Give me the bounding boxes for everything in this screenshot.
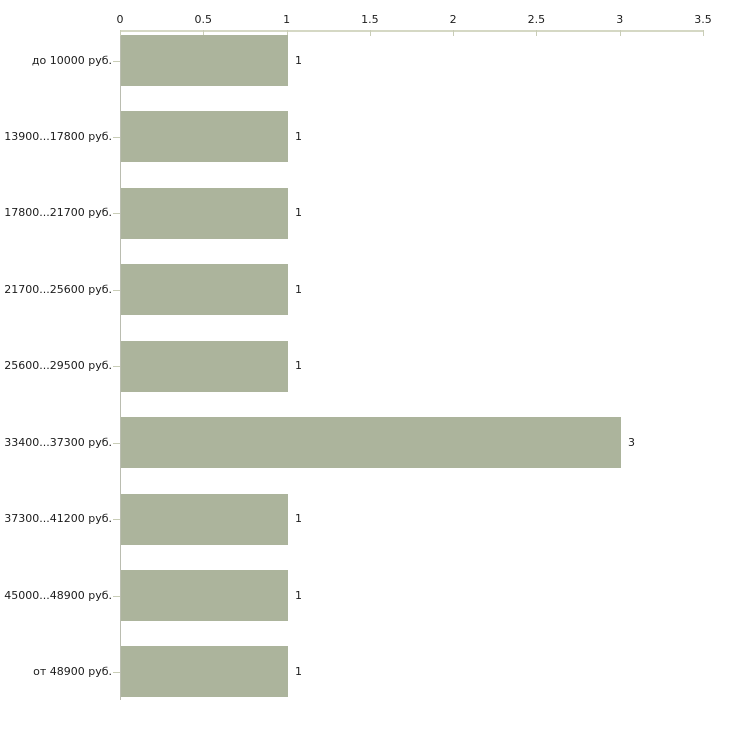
x-tick-mark bbox=[369, 30, 371, 36]
x-tick-mark bbox=[120, 30, 121, 36]
bar bbox=[121, 264, 288, 316]
category-label: 25600...29500 руб. bbox=[4, 359, 112, 373]
y-tick-mark bbox=[113, 60, 120, 62]
category-label: 21700...25600 руб. bbox=[4, 282, 112, 296]
x-tick-label: 3.5 bbox=[694, 13, 712, 26]
y-tick-mark bbox=[113, 442, 120, 444]
bar bbox=[121, 570, 288, 621]
y-tick-mark bbox=[113, 519, 120, 521]
x-tick-mark bbox=[536, 30, 538, 36]
bar bbox=[121, 646, 288, 698]
bar bbox=[121, 187, 288, 239]
x-tick-mark bbox=[203, 30, 205, 36]
value-label: 1 bbox=[295, 359, 302, 373]
value-label: 1 bbox=[295, 588, 302, 602]
category-label: до 10000 руб. bbox=[31, 53, 112, 67]
bar bbox=[121, 493, 288, 545]
x-tick-mark bbox=[286, 30, 288, 36]
value-label: 1 bbox=[295, 129, 302, 143]
category-label: 45000...48900 руб. bbox=[4, 588, 112, 602]
category-label: 17800...21700 руб. bbox=[4, 206, 112, 220]
category-label: 13900...17800 руб. bbox=[4, 129, 112, 143]
x-tick-label: 0 bbox=[116, 13, 124, 26]
x-tick-label: 3 bbox=[616, 13, 624, 26]
category-label: 33400...37300 руб. bbox=[4, 435, 112, 449]
x-tick-mark bbox=[453, 30, 455, 36]
value-label: 1 bbox=[295, 206, 302, 220]
x-tick-label: 1.5 bbox=[361, 13, 379, 26]
x-tick-mark bbox=[619, 30, 621, 36]
value-label: 1 bbox=[295, 53, 302, 67]
category-label: от 48900 руб. bbox=[33, 664, 112, 678]
x-tick-mark bbox=[703, 30, 704, 36]
x-axis-line bbox=[120, 30, 703, 32]
y-tick-mark bbox=[113, 671, 120, 673]
x-tick-label: 2 bbox=[449, 13, 457, 26]
x-tick-label: 2.5 bbox=[527, 13, 546, 26]
bar bbox=[121, 35, 288, 86]
bar bbox=[121, 340, 288, 392]
y-tick-mark bbox=[113, 595, 120, 597]
bar bbox=[121, 417, 621, 469]
value-label: 1 bbox=[295, 664, 302, 678]
y-tick-mark bbox=[113, 213, 120, 215]
x-tick-label: 1 bbox=[283, 13, 291, 26]
y-axis-line bbox=[120, 30, 121, 700]
category-label: 37300...41200 руб. bbox=[4, 512, 112, 526]
value-label: 1 bbox=[295, 512, 302, 526]
value-label: 1 bbox=[295, 282, 302, 296]
x-tick-label: 0.5 bbox=[194, 13, 213, 26]
y-tick-mark bbox=[113, 366, 120, 368]
bar bbox=[121, 111, 288, 163]
value-label: 3 bbox=[628, 435, 635, 449]
y-tick-mark bbox=[113, 289, 120, 291]
y-tick-mark bbox=[113, 136, 120, 138]
